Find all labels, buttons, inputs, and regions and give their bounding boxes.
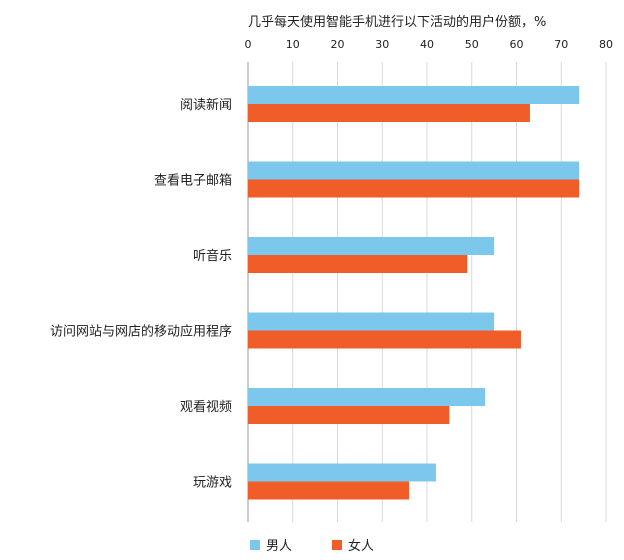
x-tick-label: 20 [331, 38, 345, 51]
legend: 男人 女人 [250, 538, 374, 554]
bar-men-5 [248, 463, 436, 482]
bar-women-5 [248, 481, 410, 500]
x-tick-label: 70 [554, 38, 568, 51]
category-label: 访问网站与网店的移动应用程序 [50, 324, 232, 340]
bar-men-4 [248, 388, 486, 406]
x-tick-label: 40 [420, 38, 434, 51]
bar-women-3 [248, 330, 521, 349]
x-tick-label: 80 [599, 38, 613, 51]
bar-women-1 [248, 179, 580, 198]
grid-layer [247, 62, 607, 522]
category-label: 阅读新闻 [180, 97, 232, 113]
bar-women-0 [248, 104, 530, 122]
x-tick-label: 60 [510, 38, 524, 51]
bar-men-2 [248, 237, 495, 255]
bar-men-0 [248, 86, 580, 104]
category-label: 玩游戏 [193, 476, 232, 491]
x-tick-label: 0 [245, 38, 252, 51]
category-label: 听音乐 [193, 248, 232, 264]
category-label: 观看视频 [180, 399, 232, 415]
bars [248, 86, 580, 500]
legend-swatch-men [250, 540, 260, 550]
bar-women-2 [248, 255, 468, 273]
x-axis-ticks: 0 10 20 30 40 50 60 70 80 [245, 38, 614, 51]
legend-label-men: 男人 [266, 539, 292, 554]
bar-men-1 [248, 161, 580, 180]
x-tick-label: 50 [465, 38, 479, 51]
bar-men-3 [248, 312, 495, 331]
legend-label-women: 女人 [348, 538, 374, 554]
bar-women-4 [248, 406, 450, 424]
x-tick-label: 10 [286, 38, 300, 51]
chart-title: 几乎每天使用智能手机进行以下活动的用户份额，% [248, 14, 546, 30]
legend-swatch-women [332, 540, 342, 550]
category-label: 查看电子邮箱 [154, 173, 232, 189]
x-tick-label: 30 [375, 38, 389, 51]
